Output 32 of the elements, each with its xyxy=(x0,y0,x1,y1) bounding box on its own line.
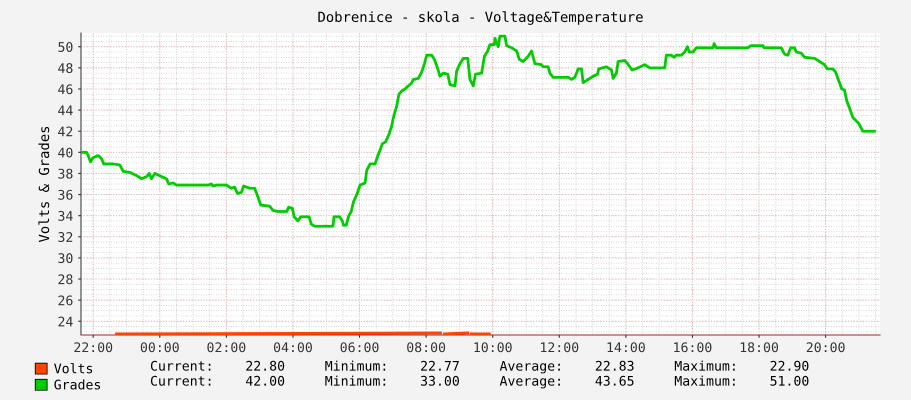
x-tick-label: 08:00 xyxy=(407,342,446,352)
y-tick-label: 28 xyxy=(58,274,73,284)
y-tick-label: 24 xyxy=(58,316,73,326)
y-tick-label: 42 xyxy=(58,126,72,136)
x-tick-label: 10:00 xyxy=(474,342,512,352)
y-tick-label: 46 xyxy=(58,84,73,94)
legend-label: Volts xyxy=(54,363,92,374)
y-tick-label: 32 xyxy=(58,232,72,242)
x-tick-label: 00:00 xyxy=(140,342,179,352)
x-tick-label: 14:00 xyxy=(608,342,645,352)
x-tick-label: 22:00 xyxy=(74,342,112,352)
y-tick-label: 40 xyxy=(58,148,73,158)
chart-title: Dobrenice - skola - Voltage&Temperature xyxy=(318,11,643,25)
x-tick-label: 04:00 xyxy=(274,342,312,352)
y-tick-label: 26 xyxy=(58,295,73,306)
legend-label: Grades xyxy=(54,379,100,390)
y-tick-label: 48 xyxy=(58,63,73,74)
y-tick-label: 50 xyxy=(58,42,73,52)
text: Current: 42.00 Minimum: 33.00 Average: 43.65 Maximum: 51.00 xyxy=(150,376,808,388)
y-tick-label: 34 xyxy=(58,210,73,221)
x-tick-label: 12:00 xyxy=(541,342,578,352)
y-tick-label: 44 xyxy=(58,106,73,116)
x-tick-label: 20:00 xyxy=(806,342,845,352)
y-tick-label: 38 xyxy=(58,168,73,179)
text: Current: 22.80 Minimum: 22.77 Average: 22.83 Maximum: 22.90 xyxy=(150,360,808,374)
x-tick-label: 06:00 xyxy=(340,342,379,352)
y-tick-label: 36 xyxy=(58,190,73,200)
x-tick-label: 16:00 xyxy=(674,342,712,352)
y-tick-label: 30 xyxy=(58,253,73,264)
x-tick-label: 02:00 xyxy=(207,342,246,352)
y-axis-title: Volts & Grades xyxy=(38,126,50,242)
x-tick-label: 18:00 xyxy=(740,342,778,352)
